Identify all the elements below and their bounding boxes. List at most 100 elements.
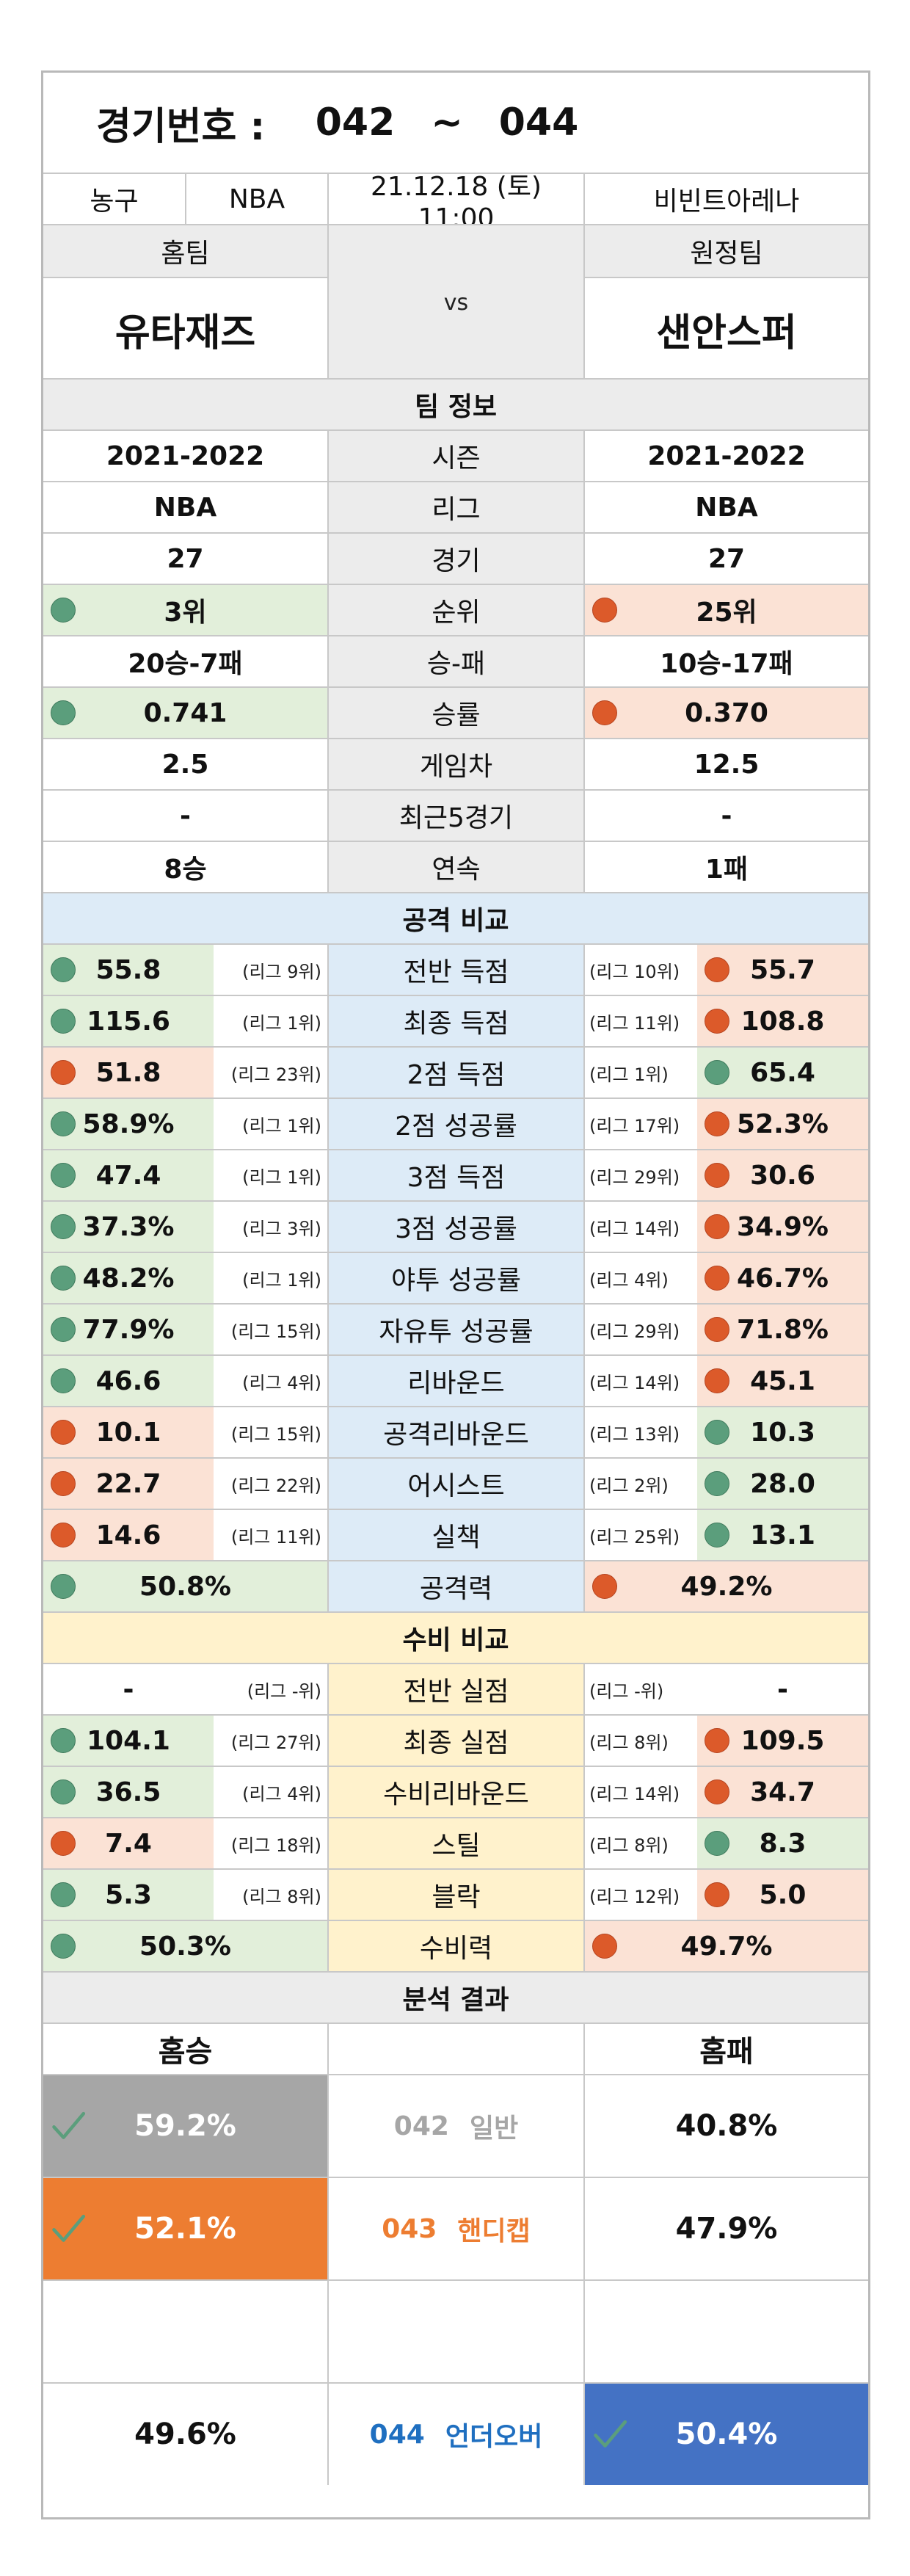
- team-info-home-value: NBA: [153, 492, 217, 523]
- red-status-dot-icon: [592, 700, 617, 725]
- attack-away-value-cell: 45.1: [697, 1356, 868, 1406]
- attack-row: 46.6 (리그 4위) 리바운드 (리그 14위) 45.1: [43, 1354, 868, 1406]
- defense-power-row: 50.3% 수비력 49.7%: [43, 1920, 868, 1971]
- attack-power-home-cell: 50.8%: [43, 1561, 327, 1611]
- attack-away-rank-cell: (리그 29위): [583, 1150, 697, 1200]
- attack-label: 전반 득점: [403, 957, 509, 987]
- check-icon: [591, 2415, 629, 2453]
- attack-away-rank-cell: (리그 14위): [583, 1202, 697, 1252]
- red-status-dot-icon: [592, 1934, 617, 1959]
- attack-label: 공격리바운드: [383, 1420, 529, 1450]
- attack-home-rank-cell: (리그 15위): [214, 1305, 327, 1354]
- team-info-label: 승률: [432, 700, 481, 730]
- defense-away-value: 34.7: [750, 1777, 815, 1807]
- attack-home-value: 10.1: [95, 1417, 161, 1448]
- team-info-away-cell: 0.370: [583, 688, 868, 738]
- team-info-label-cell: 최근5경기: [327, 791, 583, 841]
- green-status-dot-icon: [51, 700, 76, 725]
- defense-away-value-cell: 8.3: [697, 1818, 868, 1868]
- analysis-home-percent: 52.1%: [134, 2212, 236, 2246]
- attack-away-value: 46.7%: [737, 1263, 829, 1294]
- team-info-label: 순위: [432, 598, 481, 628]
- attack-away-value-cell: 30.6: [697, 1150, 868, 1200]
- team-info-home-cell: 27: [43, 534, 327, 584]
- attack-label-cell: 2점 성공률: [327, 1099, 583, 1149]
- defense-home-rank: (리그 -위): [247, 1680, 321, 1702]
- attack-away-value: 30.6: [750, 1160, 815, 1191]
- defense-power-label: 수비력: [419, 1934, 493, 1964]
- analysis-type-cell: 042 일반: [327, 2075, 583, 2177]
- match-datetime: 21.12.18 (토) 11:00: [371, 171, 542, 233]
- analysis-home-cell: 49.6%: [43, 2384, 327, 2485]
- team-info-home-value: 0.741: [143, 697, 228, 728]
- defense-away-rank-cell: (리그 -위): [583, 1664, 697, 1714]
- red-status-dot-icon: [705, 1882, 729, 1907]
- analysis-sheet: 경기번호 : 042 ~ 044 농구 NBA 21.12.18 (토) 11:…: [41, 70, 870, 2519]
- team-info-home-value: 2.5: [161, 749, 209, 780]
- home-win-header: 홈승: [158, 2035, 213, 2069]
- header-end-no: 044: [498, 101, 579, 145]
- attack-label: 어시스트: [407, 1471, 505, 1501]
- attack-label: 실책: [432, 1523, 481, 1553]
- attack-home-rank: (리그 22위): [230, 1475, 321, 1496]
- team-info-home-cell: 0.741: [43, 688, 327, 738]
- analysis-type-cell: [327, 2281, 583, 2382]
- defense-home-rank-cell: (리그 -위): [214, 1664, 327, 1714]
- team-info-away-value: -: [721, 800, 732, 831]
- attack-home-rank: (리그 1위): [242, 1012, 321, 1034]
- team-info-home-cell: 2021-2022: [43, 431, 327, 481]
- attack-away-rank: (리그 25위): [589, 1526, 680, 1548]
- attack-home-rank: (리그 4위): [242, 1372, 321, 1393]
- defense-away-rank: (리그 8위): [589, 1732, 669, 1753]
- attack-label-cell: 야투 성공률: [327, 1253, 583, 1303]
- defense-away-value-cell: 34.7: [697, 1767, 868, 1817]
- team-info-away-cell: -: [583, 791, 868, 841]
- home-win-header-cell: 홈승: [43, 2024, 327, 2074]
- defense-away-value: 109.5: [740, 1725, 825, 1756]
- analysis-away-cell: 47.9%: [583, 2178, 868, 2279]
- team-info-label-cell: 승률: [327, 688, 583, 738]
- attack-label-cell: 2점 득점: [327, 1048, 583, 1097]
- attack-row: 10.1 (리그 15위) 공격리바운드 (리그 13위) 10.3: [43, 1406, 868, 1457]
- attack-away-value: 108.8: [740, 1006, 825, 1037]
- green-status-dot-icon: [51, 1317, 76, 1342]
- analysis-away-cell: 50.4%: [583, 2384, 868, 2485]
- red-status-dot-icon: [592, 1574, 617, 1599]
- attack-home-rank: (리그 15위): [230, 1423, 321, 1445]
- analysis-game-no: 043: [382, 2213, 437, 2244]
- header-end-cell: 044: [484, 73, 594, 173]
- attack-row: 48.2% (리그 1위) 야투 성공률 (리그 4위) 46.7%: [43, 1252, 868, 1303]
- team-info-title-cell: 팀 정보: [43, 380, 868, 429]
- defense-label: 블락: [432, 1882, 481, 1912]
- analysis-away-percent: 47.9%: [675, 2212, 778, 2246]
- defense-home-value-cell: 36.5: [43, 1767, 214, 1817]
- header-tilde-cell: ~: [418, 73, 476, 173]
- attack-home-rank: (리그 11위): [230, 1526, 321, 1548]
- team-info-label-cell: 순위: [327, 585, 583, 635]
- venue-cell: 비빈트아레나: [583, 174, 868, 224]
- league: NBA: [228, 184, 285, 214]
- attack-away-rank-cell: (리그 17위): [583, 1099, 697, 1149]
- home-loss-header: 홈패: [699, 2035, 754, 2069]
- away-team-label: 원정팀: [690, 239, 763, 269]
- attack-label: 자유투 성공률: [379, 1317, 534, 1347]
- green-status-dot-icon: [51, 1574, 76, 1599]
- green-status-dot-icon: [705, 1523, 729, 1548]
- defense-away-rank: (리그 14위): [589, 1783, 680, 1804]
- defense-home-value-cell: 5.3: [43, 1870, 214, 1920]
- attack-label: 2점 득점: [407, 1060, 506, 1090]
- attack-away-rank: (리그 13위): [589, 1423, 680, 1445]
- green-status-dot-icon: [51, 1009, 76, 1034]
- team-info-away-value: 12.5: [694, 749, 760, 780]
- attack-home-value-cell: 77.9%: [43, 1305, 214, 1354]
- sport: 농구: [90, 186, 139, 217]
- defense-away-value-cell: -: [697, 1664, 868, 1714]
- defense-away-value-cell: 109.5: [697, 1716, 868, 1766]
- attack-away-rank-cell: (리그 11위): [583, 996, 697, 1046]
- team-info-label-cell: 시즌: [327, 431, 583, 481]
- team-info-away-value: 0.370: [685, 697, 768, 728]
- attack-home-rank-cell: (리그 22위): [214, 1459, 327, 1509]
- team-info-row: 2021-2022 시즌 2021-2022: [43, 429, 868, 481]
- analysis-bet-type: 일반: [469, 2114, 519, 2144]
- attack-away-value: 10.3: [750, 1417, 815, 1448]
